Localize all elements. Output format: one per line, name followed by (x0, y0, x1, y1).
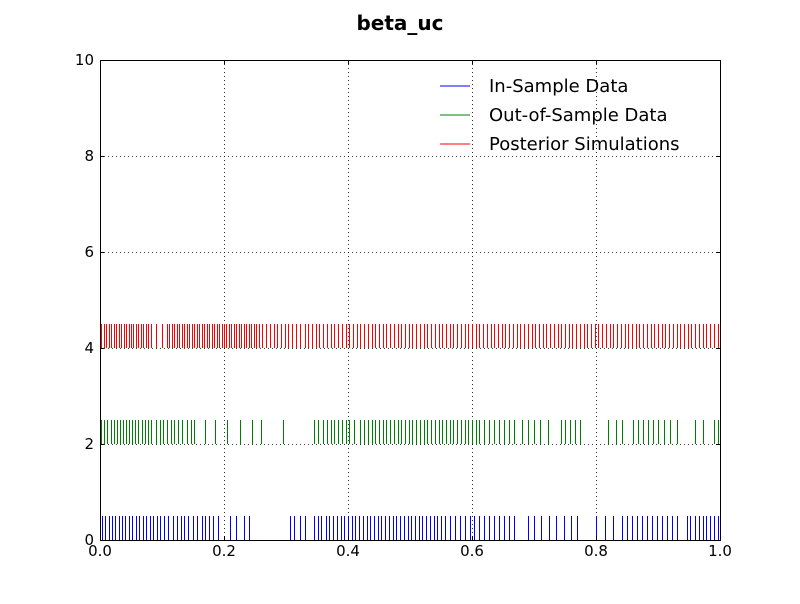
grid-lines (100, 60, 720, 540)
y-tick-label: 4 (84, 339, 94, 357)
x-tick-label: 0.6 (460, 542, 484, 560)
chart-title: beta_uc (356, 11, 443, 35)
legend: In-Sample Data Out-of-Sample Data Posterio… (440, 76, 680, 155)
x-tick-label: 0.2 (212, 542, 236, 560)
x-tick-label: 1.0 (708, 542, 732, 560)
y-tick-label: 0 (84, 531, 94, 549)
series-1 (101, 420, 719, 444)
y-tick-label: 10 (75, 51, 94, 69)
data-marks (101, 324, 719, 540)
series-2 (101, 324, 719, 348)
legend-label: In-Sample Data (489, 76, 628, 97)
x-tick-label: 0.0 (88, 542, 112, 560)
legend-label: Posterior Simulations (489, 134, 680, 155)
y-tick-label: 6 (84, 243, 94, 261)
x-tick-label: 0.4 (336, 542, 360, 560)
plot-area (100, 60, 720, 540)
legend-label: Out-of-Sample Data (489, 105, 668, 126)
y-tick-label: 8 (84, 147, 94, 165)
x-tick-label: 0.8 (584, 542, 608, 560)
axis-ticks: 0.0 0.2 0.4 0.6 0.8 1.0 0 2 4 6 8 10 (75, 51, 732, 560)
y-tick-label: 2 (84, 435, 94, 453)
plot-frame (100, 60, 721, 541)
series-0 (102, 516, 719, 540)
